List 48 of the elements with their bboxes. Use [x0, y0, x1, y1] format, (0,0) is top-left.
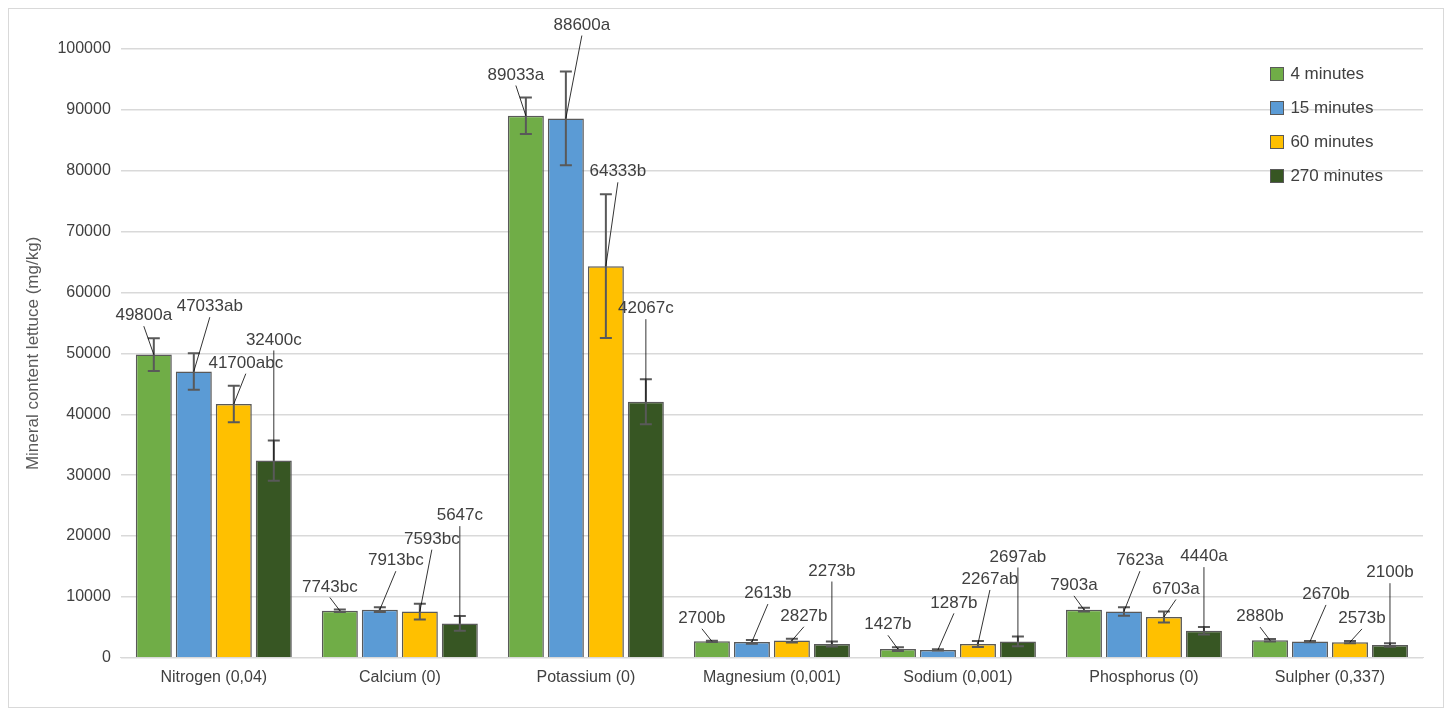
- data-label: 2573b: [1338, 608, 1386, 628]
- data-label: 2613b: [744, 583, 792, 603]
- data-label: 7913bc: [367, 550, 425, 570]
- data-label: 2273b: [808, 560, 856, 580]
- legend-label: 270 minutes: [1290, 166, 1383, 186]
- data-label: 64333b: [589, 161, 647, 181]
- x-tick-label: Sulpher (0,337): [1274, 667, 1386, 685]
- y-tick-label: 90000: [66, 100, 111, 118]
- x-tick-label: Sodium (0,001): [903, 667, 1013, 685]
- y-tick-label: 20000: [66, 526, 111, 544]
- y-tick-label: 50000: [66, 343, 111, 361]
- y-tick-label: 40000: [66, 404, 111, 422]
- data-label: 2697ab: [989, 546, 1047, 566]
- legend-label: 60 minutes: [1290, 132, 1374, 152]
- y-tick-label: 10000: [66, 587, 111, 605]
- legend-label: 4 minutes: [1290, 64, 1365, 84]
- data-label: 2100b: [1366, 562, 1414, 582]
- data-label: 89033a: [487, 64, 545, 84]
- data-label: 1287b: [930, 592, 978, 612]
- data-label: 47033ab: [176, 296, 243, 316]
- data-label: 2827b: [780, 605, 828, 625]
- x-tick-label: Potassium (0): [536, 667, 636, 685]
- y-tick-label: 0: [101, 648, 111, 666]
- data-label: 32400c: [245, 329, 303, 349]
- data-label: 1427b: [864, 614, 912, 634]
- y-tick-label: 70000: [66, 222, 111, 240]
- data-label: 7623a: [1116, 550, 1165, 570]
- x-tick-label: Calcium (0): [358, 667, 441, 685]
- y-tick-label: 60000: [66, 282, 111, 300]
- data-label: 88600a: [553, 14, 611, 34]
- y-axis-title: Mineral content lettuce (mg/kg): [22, 236, 42, 471]
- y-tick-label: 100000: [57, 39, 111, 57]
- data-label: 7903a: [1050, 575, 1099, 595]
- data-label: 7593bc: [403, 528, 461, 548]
- data-label: 2880b: [1236, 606, 1284, 626]
- x-tick-label: Magnesium (0,001): [702, 667, 841, 685]
- y-tick-label: 80000: [66, 161, 111, 179]
- y-tick-label: 30000: [66, 465, 111, 483]
- data-label: 7743bc: [301, 576, 359, 596]
- data-label: 6703a: [1152, 578, 1201, 598]
- data-label: 2700b: [678, 607, 726, 627]
- data-label: 49800a: [115, 305, 173, 325]
- data-label: 5647c: [436, 505, 484, 525]
- legend-label: 15 minutes: [1290, 98, 1374, 118]
- data-label: 2670b: [1302, 584, 1350, 604]
- x-tick-label: Phosphorus (0): [1089, 667, 1199, 685]
- data-label: 4440a: [1180, 546, 1229, 566]
- x-tick-label: Nitrogen (0,04): [160, 667, 268, 685]
